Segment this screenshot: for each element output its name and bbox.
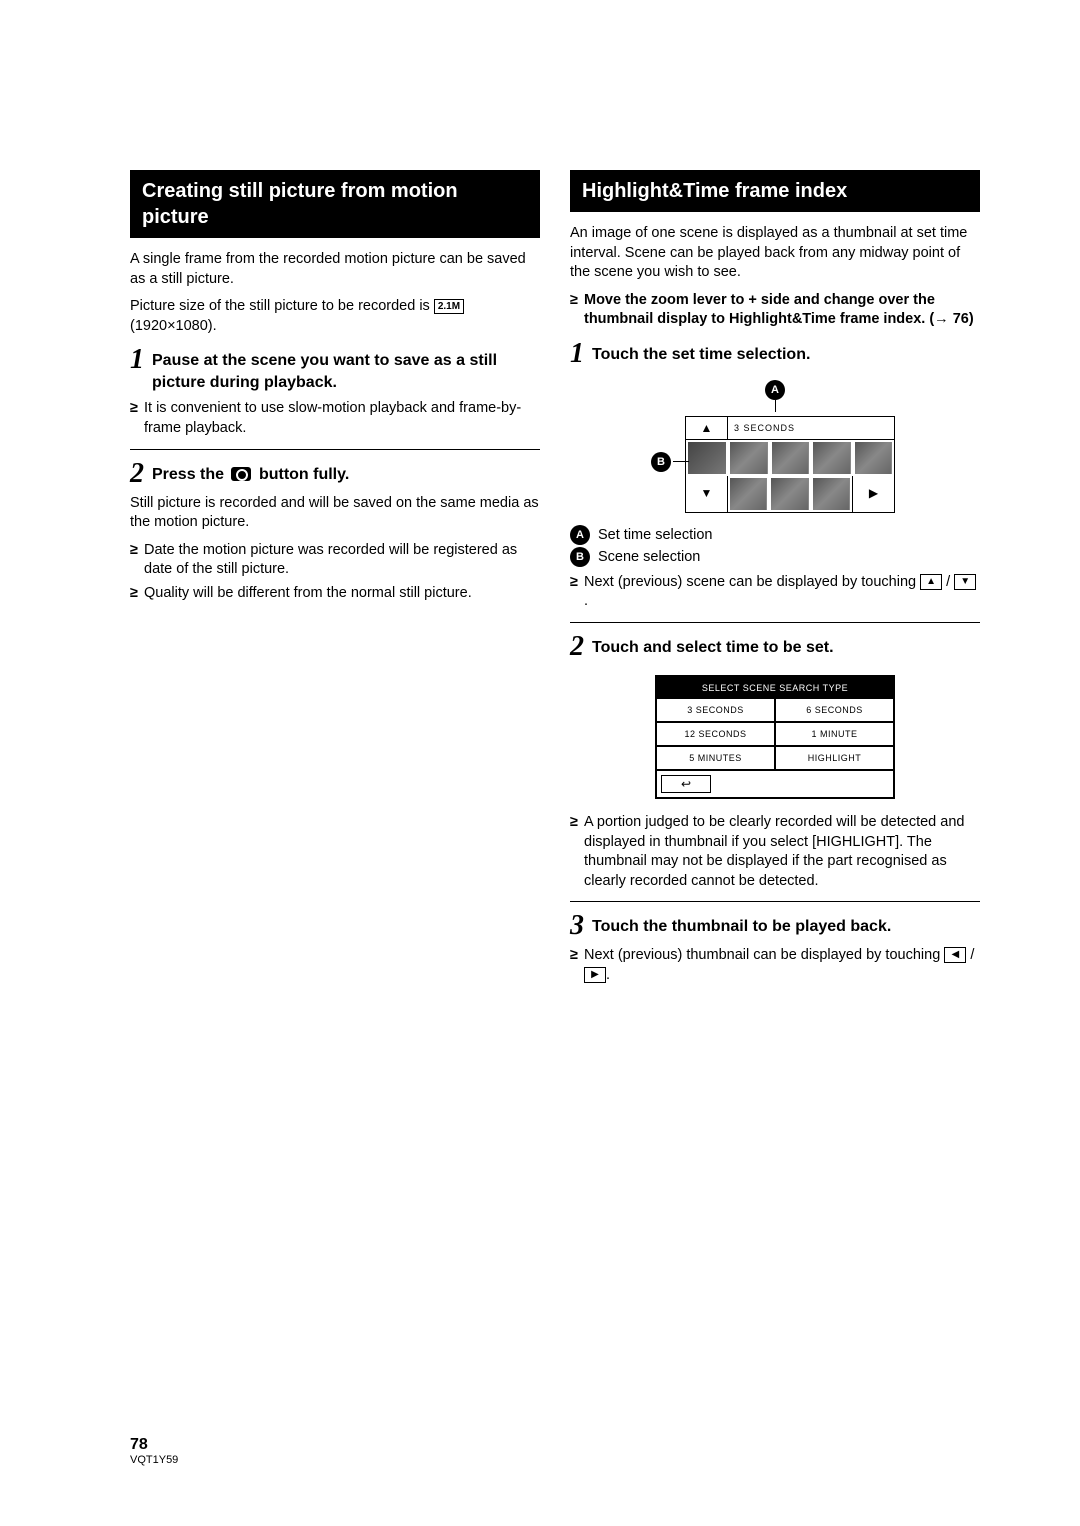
- divider: [130, 449, 540, 450]
- thumb-row-2: ▼ ▶: [686, 476, 894, 512]
- left-step1-bullets: It is convenient to use slow-motion play…: [130, 399, 540, 438]
- circle-label-a-icon: A: [570, 525, 590, 545]
- step-number: 3: [570, 912, 584, 940]
- bullet-item: It is convenient to use slow-motion play…: [130, 399, 540, 438]
- right-key-icon: ▶: [584, 967, 606, 983]
- time-options-grid: 3 SECONDS 6 SECONDS 12 SECONDS 1 MINUTE …: [657, 699, 893, 769]
- bullet-item: A portion judged to be clearly recorded …: [570, 813, 980, 891]
- label-a-marker: A: [655, 380, 895, 412]
- page-content: Creating still picture from motion pictu…: [130, 170, 980, 991]
- time-select-title: SELECT SCENE SEARCH TYPE: [657, 677, 893, 699]
- right-pre-bullets: Move the zoom lever to + side and change…: [570, 291, 980, 330]
- bullet-prefix: Next (previous) scene can be displayed b…: [584, 574, 920, 590]
- right-section-header: Highlight&Time frame index: [570, 170, 980, 212]
- bullet-item: Quality will be different from the norma…: [130, 584, 540, 604]
- up-arrow-button[interactable]: ▲: [686, 417, 728, 439]
- time-select-panel: SELECT SCENE SEARCH TYPE 3 SECONDS 6 SEC…: [655, 675, 895, 799]
- left-step2-body: Still picture is recorded and will be sa…: [130, 494, 540, 533]
- up-key-icon: ▲: [920, 574, 942, 590]
- legend-a: A Set time selection: [570, 525, 980, 545]
- left-step2-bullets: Date the motion picture was recorded wil…: [130, 541, 540, 604]
- thumbnail-grid: ▲ 3 SECONDS ▼ ▶: [685, 416, 895, 513]
- bullet-item: Move the zoom lever to + side and change…: [570, 291, 980, 330]
- time-option-5m[interactable]: 5 MINUTES: [657, 747, 774, 769]
- frame-thumbnail[interactable]: [813, 478, 850, 510]
- down-arrow-button[interactable]: ▼: [686, 476, 728, 512]
- time-option-highlight[interactable]: HIGHLIGHT: [776, 747, 893, 769]
- frame-thumbnail[interactable]: [772, 442, 810, 474]
- step-text: Pause at the scene you want to save as a…: [152, 346, 540, 393]
- size-value: (1920×1080).: [130, 318, 217, 334]
- left-intro-2: Picture size of the still picture to be …: [130, 297, 540, 336]
- frame-thumbnail[interactable]: [771, 478, 808, 510]
- time-selection-diagram: A B ▲ 3 SECONDS: [655, 380, 895, 513]
- legend-a-text: Set time selection: [598, 527, 712, 543]
- thumb-row-1: [686, 440, 894, 476]
- camera-icon: [231, 467, 251, 481]
- return-button[interactable]: ↩: [661, 775, 711, 793]
- step-text: Touch the thumbnail to be played back.: [592, 912, 891, 938]
- down-key-icon: ▼: [954, 574, 976, 590]
- right-step-1: 1 Touch the set time selection.: [570, 340, 980, 368]
- press-suffix: button fully.: [259, 466, 349, 483]
- bullet-item: Next (previous) thumbnail can be display…: [570, 946, 980, 985]
- label-b-line: [673, 461, 689, 462]
- circle-label-a: A: [765, 380, 785, 400]
- bullet-item: Date the motion picture was recorded wil…: [130, 541, 540, 580]
- frame-thumbnail[interactable]: [730, 478, 767, 510]
- time-indicator[interactable]: 3 SECONDS: [728, 417, 894, 439]
- size-prefix: Picture size of the still picture to be …: [130, 298, 434, 314]
- page-number: 78: [130, 1436, 178, 1454]
- time-option-12s[interactable]: 12 SECONDS: [657, 723, 774, 745]
- right-step1-bullets: Next (previous) scene can be displayed b…: [570, 573, 980, 612]
- right-intro: An image of one scene is displayed as a …: [570, 224, 980, 283]
- divider: [570, 901, 980, 902]
- right-step3-bullets: Next (previous) thumbnail can be display…: [570, 946, 980, 985]
- thumb-header-row: ▲ 3 SECONDS: [686, 417, 894, 440]
- right-column: Highlight&Time frame index An image of o…: [570, 170, 980, 991]
- right-step2-bullets: A portion judged to be clearly recorded …: [570, 813, 980, 891]
- bullet-prefix: Next (previous) thumbnail can be display…: [584, 947, 944, 963]
- left-key-icon: ◀: [944, 947, 966, 963]
- step-number: 1: [130, 346, 144, 374]
- time-option-6s[interactable]: 6 SECONDS: [776, 699, 893, 721]
- play-arrow-button[interactable]: ▶: [852, 476, 894, 512]
- page-footer: 78 VQT1Y59: [130, 1436, 178, 1466]
- step-number: 2: [570, 633, 584, 661]
- left-column: Creating still picture from motion pictu…: [130, 170, 540, 991]
- bullet-item: Next (previous) scene can be displayed b…: [570, 573, 980, 612]
- step-text: Touch and select time to be set.: [592, 633, 834, 659]
- time-return-row: ↩: [657, 771, 893, 797]
- time-option-3s[interactable]: 3 SECONDS: [657, 699, 774, 721]
- scene-thumbnail[interactable]: [688, 442, 726, 474]
- step-text: Touch the set time selection.: [592, 340, 810, 366]
- left-section-header: Creating still picture from motion pictu…: [130, 170, 540, 238]
- frame-thumbnail[interactable]: [855, 442, 893, 474]
- circle-label-b: B: [651, 452, 671, 472]
- press-prefix: Press the: [152, 466, 228, 483]
- left-step-2: 2 Press the button fully.: [130, 460, 540, 488]
- legend-b-text: Scene selection: [598, 549, 700, 565]
- document-id: VQT1Y59: [130, 1454, 178, 1466]
- right-step-3: 3 Touch the thumbnail to be played back.: [570, 912, 980, 940]
- step-number: 2: [130, 460, 144, 488]
- size-badge: 2.1M: [434, 299, 464, 315]
- divider: [570, 622, 980, 623]
- label-a-line: [775, 400, 776, 412]
- frame-thumbnail[interactable]: [730, 442, 768, 474]
- step-number: 1: [570, 340, 584, 368]
- right-step-2: 2 Touch and select time to be set.: [570, 633, 980, 661]
- left-step-1: 1 Pause at the scene you want to save as…: [130, 346, 540, 393]
- circle-label-b-icon: B: [570, 547, 590, 567]
- time-option-1m[interactable]: 1 MINUTE: [776, 723, 893, 745]
- left-intro-1: A single frame from the recorded motion …: [130, 250, 540, 289]
- frame-thumbnail[interactable]: [813, 442, 851, 474]
- label-b-marker: B: [651, 452, 689, 472]
- step-text: Press the button fully.: [152, 460, 349, 486]
- legend-b: B Scene selection: [570, 547, 980, 567]
